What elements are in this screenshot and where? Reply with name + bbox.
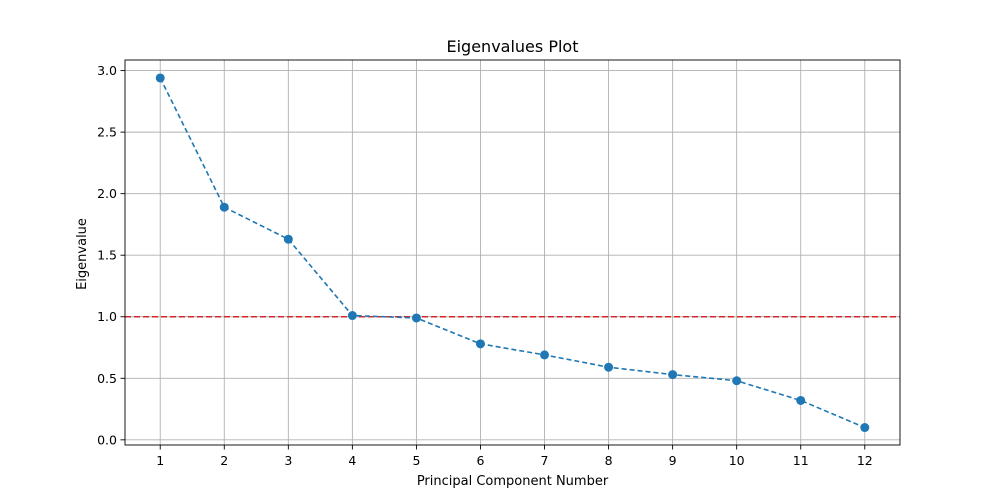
- x-axis-label: Principal Component Number: [417, 474, 609, 489]
- y-tick-label: 2.0: [97, 186, 117, 201]
- x-tick-label: 11: [793, 453, 809, 468]
- data-point: [155, 73, 165, 83]
- data-point: [411, 313, 421, 323]
- data-point: [604, 362, 614, 372]
- x-tick-label: 3: [284, 453, 292, 468]
- x-tick-label: 7: [541, 453, 549, 468]
- series-layer: [155, 73, 870, 433]
- x-tick-label: 2: [220, 453, 228, 468]
- chart-title: Eigenvalues Plot: [447, 37, 579, 56]
- x-tick-label: 12: [857, 453, 873, 468]
- data-point: [540, 350, 550, 360]
- data-point: [668, 370, 678, 380]
- y-tick-label: 2.5: [97, 125, 117, 140]
- data-point: [475, 339, 485, 349]
- y-tick-label: 0.5: [97, 371, 117, 386]
- y-tick-label: 0.0: [97, 432, 117, 447]
- data-point: [732, 376, 742, 386]
- x-tick-label: 9: [669, 453, 677, 468]
- data-point: [283, 234, 293, 244]
- y-axis-label: Eigenvalue: [75, 218, 90, 290]
- data-point: [796, 395, 806, 405]
- x-tick-label: 6: [476, 453, 484, 468]
- x-tick-label: 1: [156, 453, 164, 468]
- x-axis-ticks: 1 2 3 4 5 6 7 8 9 10 11 12: [156, 445, 873, 468]
- y-axis-ticks: 0.0 0.5 1.0 1.5 2.0 2.5 3.0: [97, 63, 125, 447]
- x-tick-label: 5: [412, 453, 420, 468]
- x-tick-label: 8: [605, 453, 613, 468]
- series-line: [159, 77, 866, 429]
- x-tick-label: 4: [348, 453, 356, 468]
- data-point: [860, 423, 870, 433]
- y-tick-label: 1.0: [97, 309, 117, 324]
- data-point: [219, 202, 229, 212]
- x-tick-label: 10: [729, 453, 745, 468]
- y-tick-label: 3.0: [97, 63, 117, 78]
- grid: [125, 60, 900, 445]
- plot-frame: [124, 59, 901, 446]
- y-tick-label: 1.5: [97, 248, 117, 263]
- data-point: [347, 311, 357, 321]
